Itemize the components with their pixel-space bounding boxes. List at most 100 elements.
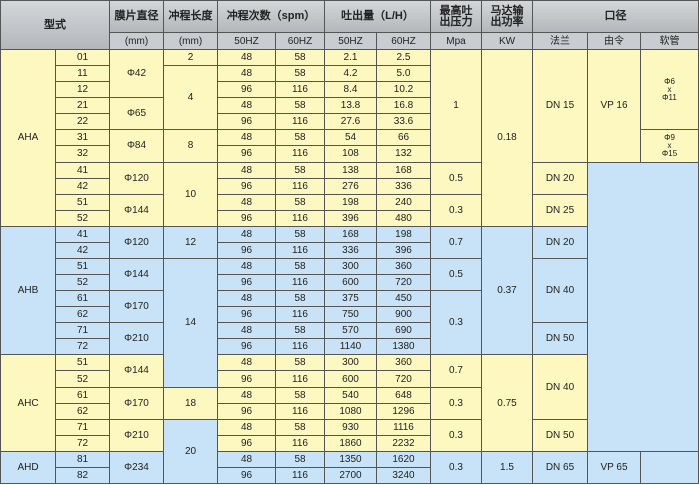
spm-60hz: 116 (276, 82, 325, 99)
flange-cell: DN 25 (533, 194, 588, 227)
model-code: 72 (56, 435, 110, 452)
diaphragm-cell: Φ170 (110, 291, 164, 324)
diaphragm-cell: Φ144 (110, 258, 164, 292)
flow-50hz: 930 (325, 419, 377, 436)
model-code: 71 (56, 419, 110, 436)
header-stroke: 冲程长度 (164, 0, 218, 33)
spm-60hz: 58 (276, 130, 325, 147)
spm-60hz: 116 (276, 371, 325, 388)
spm-60hz: 58 (276, 451, 325, 468)
spm-50hz: 96 (218, 339, 276, 356)
spm-50hz: 96 (218, 275, 276, 292)
spm-50hz: 48 (218, 451, 276, 468)
flow-50hz: 1140 (325, 339, 377, 356)
spm-50hz: 48 (218, 130, 276, 147)
pressure-cell: 0.7 (431, 355, 482, 388)
flow-50hz: 276 (325, 178, 377, 195)
diaphragm-cell: Φ170 (110, 387, 164, 420)
model-code: 41 (56, 162, 110, 179)
spm-60hz: 116 (276, 178, 325, 195)
spm-60hz: 58 (276, 291, 325, 308)
flow-50hz: 2.1 (325, 50, 377, 67)
subheader-power-unit: KW (482, 33, 533, 50)
spm-50hz: 96 (218, 371, 276, 388)
model-code: 51 (56, 194, 110, 211)
spm-60hz: 58 (276, 258, 325, 276)
spm-60hz: 58 (276, 98, 325, 115)
model-code: 72 (56, 339, 110, 356)
flow-50hz: 600 (325, 275, 377, 292)
model-code: 71 (56, 323, 110, 340)
flow-50hz: 540 (325, 387, 377, 404)
flow-50hz: 570 (325, 323, 377, 340)
flow-60hz: 168 (377, 162, 431, 179)
spm-50hz: 96 (218, 435, 276, 452)
power-cell: 0.75 (482, 355, 533, 452)
model-code: 42 (56, 242, 110, 259)
model-code: 62 (56, 307, 110, 324)
model-code: 61 (56, 387, 110, 404)
spm-60hz: 58 (276, 194, 325, 211)
flow-60hz: 336 (377, 178, 431, 195)
spm-50hz: 48 (218, 323, 276, 340)
flow-60hz: 66 (377, 130, 431, 147)
spm-60hz: 116 (276, 275, 325, 292)
subheader-spm-50: 50HZ (218, 33, 276, 50)
flow-50hz: 375 (325, 291, 377, 308)
flow-50hz: 198 (325, 194, 377, 211)
diaphragm-cell: Φ65 (110, 98, 164, 131)
model-code: 21 (56, 98, 110, 115)
stroke-cell: 12 (164, 226, 218, 259)
diaphragm-cell: Φ210 (110, 419, 164, 452)
pressure-cell: 0.5 (431, 258, 482, 292)
spm-50hz: 48 (218, 419, 276, 436)
spm-60hz: 116 (276, 307, 325, 324)
stroke-cell: 14 (164, 258, 218, 388)
hose-cell: Φ9 x Φ15 (641, 130, 699, 163)
flow-60hz: 360 (377, 355, 431, 372)
diaphragm-cell: Φ144 (110, 194, 164, 227)
spm-60hz: 116 (276, 339, 325, 356)
flow-60hz: 3240 (377, 467, 431, 484)
spm-60hz: 58 (276, 162, 325, 179)
flow-50hz: 108 (325, 146, 377, 163)
subheader-flow-50: 50HZ (325, 33, 377, 50)
flow-50hz: 1860 (325, 435, 377, 452)
model-code: 51 (56, 355, 110, 372)
header-flow: 吐出量（L/H） (325, 0, 431, 33)
flow-60hz: 5.0 (377, 66, 431, 83)
diaphragm-cell: Φ84 (110, 130, 164, 163)
model-code: 41 (56, 226, 110, 243)
model-code: 12 (56, 82, 110, 99)
subheader-pressure-unit: Mpa (431, 33, 482, 50)
flow-60hz: 132 (377, 146, 431, 163)
spm-60hz: 58 (276, 419, 325, 436)
model-code: 52 (56, 371, 110, 388)
flange-cell: DN 50 (533, 323, 588, 356)
flow-60hz: 16.8 (377, 98, 431, 115)
diaphragm-cell: Φ120 (110, 226, 164, 259)
spm-50hz: 96 (218, 242, 276, 259)
stroke-cell: 8 (164, 130, 218, 163)
spm-60hz: 58 (276, 50, 325, 67)
diaphragm-cell: Φ120 (110, 162, 164, 195)
model-name: AHD (0, 451, 56, 484)
flow-50hz: 1350 (325, 451, 377, 468)
flow-50hz: 8.4 (325, 82, 377, 99)
header-port: 口径 (533, 0, 699, 33)
stroke-cell: 2 (164, 50, 218, 67)
stroke-cell: 10 (164, 162, 218, 227)
flow-60hz: 648 (377, 387, 431, 404)
flow-60hz: 360 (377, 258, 431, 276)
spm-50hz: 48 (218, 258, 276, 276)
flow-60hz: 2232 (377, 435, 431, 452)
flow-50hz: 300 (325, 355, 377, 372)
model-name: AHA (0, 50, 56, 227)
power-cell: 0.37 (482, 226, 533, 356)
flow-60hz: 720 (377, 275, 431, 292)
subheader-flow-60: 60HZ (377, 33, 431, 50)
flow-60hz: 396 (377, 242, 431, 259)
spm-50hz: 96 (218, 178, 276, 195)
flow-60hz: 10.2 (377, 82, 431, 99)
spm-50hz: 96 (218, 210, 276, 227)
